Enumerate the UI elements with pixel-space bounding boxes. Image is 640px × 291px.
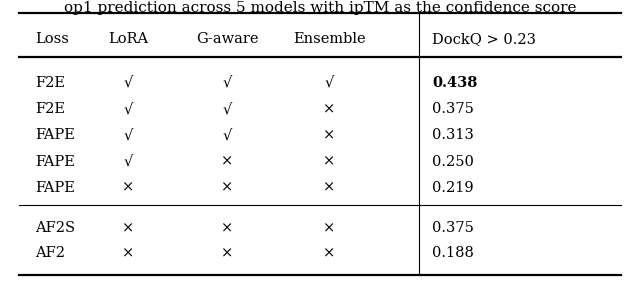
Text: ×: × — [221, 246, 234, 260]
Text: ×: × — [122, 221, 134, 235]
Text: ×: × — [323, 102, 336, 116]
Text: √: √ — [124, 128, 132, 142]
Text: AF2S: AF2S — [35, 221, 76, 235]
Text: ×: × — [221, 155, 234, 168]
Text: AF2: AF2 — [35, 246, 65, 260]
Text: G-aware: G-aware — [196, 32, 259, 46]
Text: FAPE: FAPE — [35, 128, 75, 142]
Text: ×: × — [122, 246, 134, 260]
Text: DockQ > 0.23: DockQ > 0.23 — [432, 32, 536, 46]
Text: √: √ — [124, 76, 132, 90]
Text: F2E: F2E — [35, 102, 65, 116]
Text: Ensemble: Ensemble — [293, 32, 366, 46]
Text: 0.313: 0.313 — [432, 128, 474, 142]
Text: 0.219: 0.219 — [432, 181, 474, 195]
Text: √: √ — [223, 76, 232, 90]
Text: √: √ — [223, 102, 232, 116]
Text: ×: × — [323, 128, 336, 142]
Text: ×: × — [323, 181, 336, 195]
Text: 0.438: 0.438 — [432, 76, 477, 90]
Text: 0.375: 0.375 — [432, 102, 474, 116]
Text: ×: × — [323, 155, 336, 168]
Text: ×: × — [221, 221, 234, 235]
Text: 0.188: 0.188 — [432, 246, 474, 260]
Text: FAPE: FAPE — [35, 155, 75, 168]
Text: √: √ — [325, 76, 334, 90]
Text: ×: × — [221, 181, 234, 195]
Text: 0.250: 0.250 — [432, 155, 474, 168]
Text: √: √ — [124, 155, 132, 168]
Text: F2E: F2E — [35, 76, 65, 90]
Text: FAPE: FAPE — [35, 181, 75, 195]
Text: LoRA: LoRA — [108, 32, 148, 46]
Text: ×: × — [323, 246, 336, 260]
Text: ×: × — [122, 181, 134, 195]
Text: ×: × — [323, 221, 336, 235]
Text: Loss: Loss — [35, 32, 69, 46]
Text: 0.375: 0.375 — [432, 221, 474, 235]
Text: √: √ — [124, 102, 132, 116]
Text: √: √ — [223, 128, 232, 142]
Text: op1 prediction across 5 models with ipTM as the confidence score: op1 prediction across 5 models with ipTM… — [64, 1, 576, 15]
